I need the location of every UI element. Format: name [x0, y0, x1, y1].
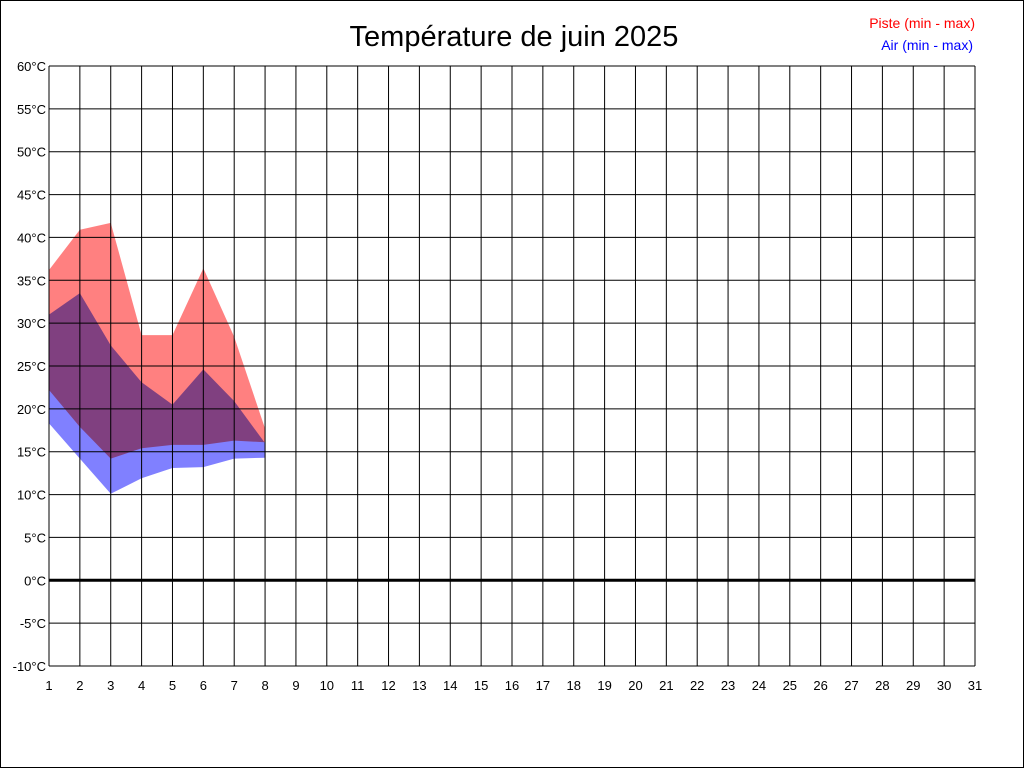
x-tick-label: 30 — [937, 678, 951, 693]
y-tick-label: 15°C — [17, 445, 46, 460]
x-tick-label: 24 — [752, 678, 766, 693]
y-tick-label: 45°C — [17, 188, 46, 203]
x-tick-label: 26 — [813, 678, 827, 693]
x-tick-label: 8 — [261, 678, 268, 693]
tick-labels-group: 1 2 3 4 5 6 7 8 9 10 11 12 13 14 15 16 17 18 19 20 21 22 23 24 2… — [13, 59, 983, 693]
x-tick-label: 31 — [968, 678, 982, 693]
y-tick-label: 35°C — [17, 273, 46, 288]
band-piste — [49, 222, 266, 459]
y-tick-label: 40°C — [17, 230, 46, 245]
x-tick-label: 15 — [474, 678, 488, 693]
y-tick-label: 30°C — [17, 316, 46, 331]
y-tick-label: 0°C — [24, 573, 46, 588]
bands-group — [49, 222, 266, 494]
legend-air: Air (min - max) — [881, 37, 973, 53]
x-tick-label: 21 — [659, 678, 673, 693]
x-tick-label: 29 — [906, 678, 920, 693]
chart-title: Température de juin 2025 — [350, 21, 679, 53]
legend-piste: Piste (min - max) — [869, 15, 975, 31]
x-tick-label: 3 — [107, 678, 114, 693]
x-tick-label: 18 — [566, 678, 580, 693]
grid-group — [48, 65, 976, 667]
x-tick-label: 5 — [169, 678, 176, 693]
x-tick-label: 23 — [721, 678, 735, 693]
x-tick-label: 11 — [351, 678, 365, 693]
y-tick-label: 60°C — [17, 59, 46, 74]
x-tick-label: 1 — [45, 678, 52, 693]
x-tick-label: 25 — [783, 678, 797, 693]
x-tick-label: 20 — [628, 678, 642, 693]
y-tick-label: 55°C — [17, 102, 46, 117]
x-tick-label: 17 — [536, 678, 550, 693]
x-tick-label: 16 — [505, 678, 519, 693]
x-tick-label: 14 — [443, 678, 457, 693]
y-tick-label: 25°C — [17, 359, 46, 374]
x-tick-label: 22 — [690, 678, 704, 693]
x-tick-label: 7 — [231, 678, 238, 693]
y-tick-label: 50°C — [17, 145, 46, 160]
y-tick-label: 20°C — [17, 402, 46, 417]
x-tick-label: 27 — [844, 678, 858, 693]
x-tick-label: 12 — [381, 678, 395, 693]
x-tick-label: 19 — [597, 678, 611, 693]
x-tick-label: 28 — [875, 678, 889, 693]
x-tick-label: 9 — [292, 678, 299, 693]
x-tick-label: 2 — [76, 678, 83, 693]
x-tick-label: 13 — [412, 678, 426, 693]
x-tick-label: 10 — [320, 678, 334, 693]
y-tick-label: 5°C — [24, 530, 46, 545]
y-tick-label: 10°C — [17, 488, 46, 503]
y-tick-label: -10°C — [13, 659, 46, 674]
x-tick-label: 6 — [200, 678, 207, 693]
y-tick-label: -5°C — [20, 616, 46, 631]
x-tick-label: 4 — [138, 678, 145, 693]
